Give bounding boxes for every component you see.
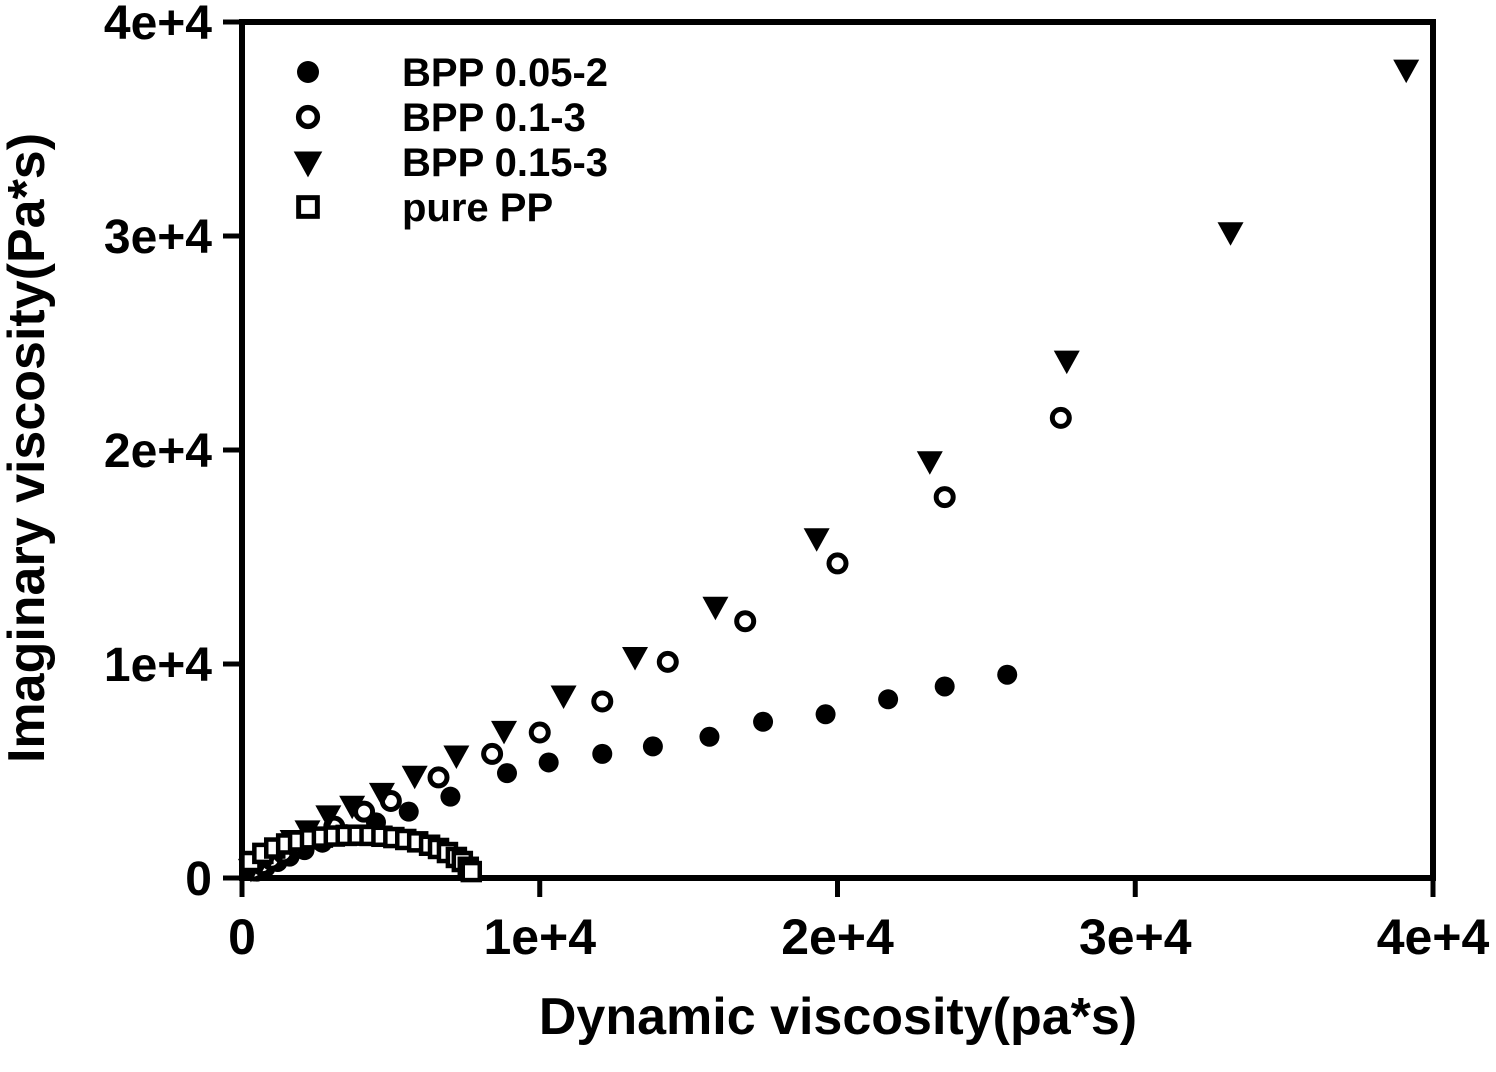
data-point: [815, 704, 836, 725]
data-point: [642, 736, 663, 757]
data-point: [443, 745, 470, 769]
data-point: [699, 726, 720, 747]
data-point: [878, 689, 899, 710]
data-point: [427, 766, 450, 789]
series-bpp-0-05-2: [246, 664, 1018, 882]
legend-marker-open-square: [296, 195, 320, 219]
legend-label: BPP 0.15-3: [402, 141, 608, 185]
data-point: [803, 528, 830, 552]
data-point: [734, 610, 757, 633]
y-tick-label: 2e+4: [104, 425, 212, 478]
data-point: [592, 743, 613, 764]
legend-marker-open-circle: [295, 104, 321, 130]
x-tick-label: 3e+4: [1079, 909, 1192, 965]
legend-label: pure PP: [402, 186, 553, 230]
data-point: [916, 451, 943, 475]
data-point: [460, 860, 483, 883]
data-point: [997, 664, 1018, 685]
y-tick-label: 1e+4: [104, 639, 212, 692]
legend-entry-bpp-0-15-3: BPP 0.15-3: [293, 141, 608, 185]
data-point: [1049, 406, 1072, 429]
data-point: [1393, 59, 1420, 84]
y-tick-label: 0: [185, 853, 212, 906]
data-points: [237, 59, 1420, 883]
series-pure-pp: [240, 824, 483, 883]
data-point: [398, 801, 419, 822]
data-point: [622, 647, 649, 671]
legend-entry-bpp-0-1-3: BPP 0.1-3: [295, 96, 586, 140]
x-tick-label: 1e+4: [483, 909, 596, 965]
data-point: [491, 720, 518, 745]
data-point: [1053, 350, 1080, 375]
x-tick-label: 4e+4: [1377, 909, 1490, 965]
data-point: [753, 711, 774, 732]
data-point: [315, 805, 342, 829]
data-point: [528, 721, 551, 744]
legend-entry-bpp-0-05-2: BPP 0.05-2: [297, 51, 608, 95]
legend-marker-filled-triangle-down: [293, 151, 323, 178]
data-point: [550, 685, 577, 710]
data-point: [656, 650, 679, 673]
data-point: [591, 690, 614, 713]
data-point: [826, 552, 849, 575]
data-point: [440, 786, 461, 807]
data-point: [496, 763, 517, 784]
data-point: [933, 486, 956, 509]
x-tick-label: 2e+4: [781, 909, 894, 965]
x-tick-label: 0: [228, 909, 256, 965]
data-point: [538, 752, 559, 773]
y-tick-label: 4e+4: [104, 0, 212, 50]
data-point: [368, 782, 395, 807]
data-point: [401, 765, 428, 790]
y-axis-title: Imaginary viscosity(Pa*s): [0, 133, 56, 763]
x-axis-ticks: 0 1e+4 2e+4 3e+4 4e+4: [228, 878, 1490, 965]
data-point: [934, 676, 955, 697]
x-axis-title: Dynamic viscosity(pa*s): [539, 988, 1137, 1046]
data-point: [1217, 222, 1244, 246]
legend-marker-filled-circle: [297, 61, 319, 83]
y-tick-label: 3e+4: [104, 211, 212, 264]
data-point: [702, 596, 729, 621]
data-point: [339, 795, 366, 820]
data-point: [481, 742, 504, 765]
y-axis-ticks: 0 1e+4 2e+4 3e+4 4e+4: [104, 0, 242, 906]
series-bpp-0-1-3: [242, 406, 1072, 882]
legend-entry-pure-pp: pure PP: [296, 186, 553, 230]
legend-label: BPP 0.05-2: [402, 51, 608, 95]
legend-label: BPP 0.1-3: [402, 96, 586, 140]
